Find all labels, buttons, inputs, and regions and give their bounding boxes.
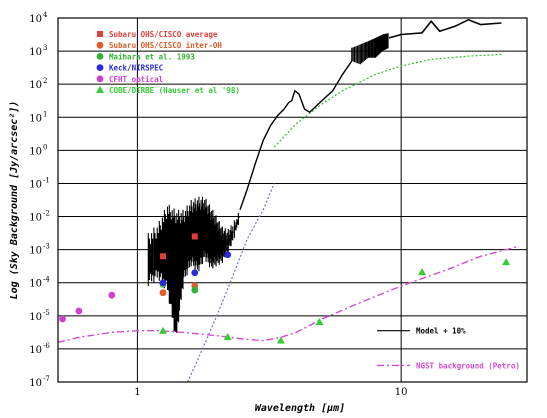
blue-dotted-line [187,183,275,383]
legend-label: Subaru OHS/CISCO inter-OH [109,41,222,50]
y-tick-label: 10 [29,312,42,323]
y-tick-label: 10 [29,279,42,290]
model-line-upper [388,18,502,39]
y-tick-exponent: -6 [43,342,50,350]
data-point [276,336,285,344]
y-tick-label: 10 [29,80,42,91]
y-tick-exponent: -3 [43,243,50,251]
data-point [502,258,511,266]
y-axis-label: Log (Sky Background [Jy/arcsec²]) [9,101,20,300]
x-tick-label: 10 [395,387,408,398]
y-tick-exponent: 3 [43,44,47,52]
legend-label: CFHT optical [109,75,163,84]
tick-labels: 10 410 310 210 110 010 -110 -210 -310 -410 -510 -61… [29,11,407,398]
y-tick-exponent: -5 [43,309,50,317]
y-tick-label: 10 [29,146,42,157]
legend-label: Maihara et al. 1993 [109,52,195,61]
y-tick-exponent: -7 [43,375,50,383]
legend-marker [96,75,104,83]
y-tick-label: 10 [29,213,42,224]
y-tick-label: 10 [29,179,42,190]
data-point [315,318,324,326]
green-dotted-line [273,53,502,148]
data-point [191,269,199,277]
data-markers [59,233,511,344]
data-point [159,253,166,260]
y-tick-label: 10 [29,378,42,389]
data-point [418,268,427,276]
y-tick-exponent: -4 [43,276,50,284]
y-tick-exponent: 1 [43,110,47,118]
ngst-background-line [57,245,520,343]
line-legend-label: Model + 10% [416,327,466,336]
legend-marker [97,31,103,37]
y-tick-label: 10 [29,14,42,25]
y-tick-exponent: 0 [43,143,47,151]
data-point [223,332,232,340]
legend-marker [96,53,104,60]
data-point [59,315,66,323]
y-tick-exponent: -1 [43,176,50,184]
curves [57,18,520,383]
legend-marker [96,64,104,71]
x-axis-label: Wavelength [μm] [255,403,345,414]
y-tick-label: 10 [29,345,42,356]
data-point [75,307,83,315]
data-point [191,286,199,294]
data-point [191,233,198,240]
y-tick-label: 10 [29,113,42,124]
y-tick-exponent: 2 [43,77,47,85]
data-point [159,279,167,287]
y-tick-label: 10 [29,47,42,58]
x-tick-label: 1 [134,387,140,398]
data-point [158,326,167,334]
y-tick-label: 10 [29,246,42,257]
line-legend: Model + 10% NGST background (Petro) [377,327,520,370]
y-tick-exponent: 4 [43,11,48,19]
legend-label: Keck/NIRSPEC [109,64,163,73]
plot-frame [57,17,528,383]
legend-marker [96,41,104,49]
model-line-oh-forest [147,196,240,333]
legend: Subaru OHS/CISCO average Subaru OHS/CISCO… [96,30,240,95]
legend-label: Subaru OHS/CISCO average [109,30,218,39]
model-line-thermal-band [351,33,389,65]
model-line [239,60,353,211]
legend-label: COBE/DIRBE (Hauser et al '98) [109,86,240,95]
y-tick-exponent: -2 [43,210,50,218]
data-point [159,289,167,297]
data-point [108,291,116,299]
line-legend-label: NGST background (Petro) [416,361,520,370]
legend-marker [96,86,104,93]
data-point [224,251,232,259]
